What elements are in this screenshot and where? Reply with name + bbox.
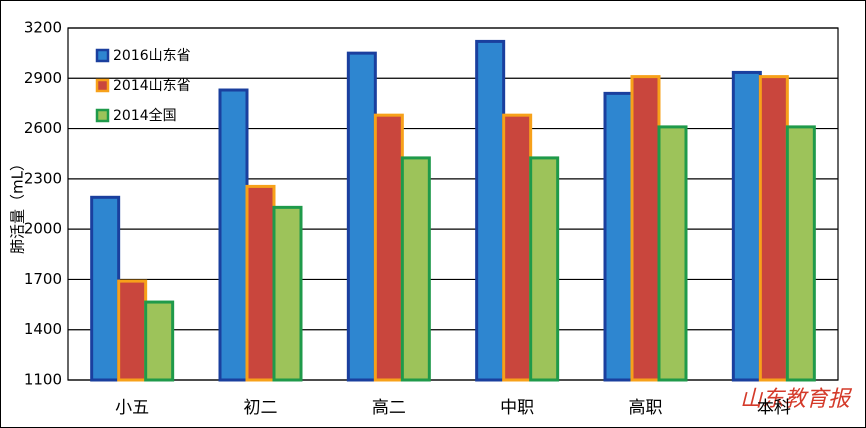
bar [144, 300, 175, 382]
legend-swatch [95, 78, 110, 93]
bar [346, 51, 377, 382]
bar [731, 70, 762, 382]
legend-label: 2016山东省 [113, 48, 191, 64]
x-tick-label: 中职 [500, 398, 534, 418]
bar [272, 205, 303, 382]
bar [758, 75, 789, 382]
legend-label: 2014山东省 [113, 78, 191, 94]
y-axis-label: 肺活量（mL） [9, 156, 27, 254]
bar [529, 156, 560, 382]
bar [117, 279, 148, 382]
legend-swatch [95, 108, 110, 123]
y-tick-label: 2000 [24, 220, 62, 238]
legend-label: 2014全国 [113, 107, 177, 124]
y-tick-label: 3200 [24, 19, 62, 37]
x-tick-label: 本科 [757, 398, 791, 418]
bar [785, 125, 816, 382]
y-tick-label: 2600 [24, 119, 62, 137]
x-tick-label: 高二 [372, 398, 406, 418]
bar [502, 113, 533, 382]
y-tick-label: 2300 [24, 169, 62, 187]
y-tick-label: 1400 [24, 320, 62, 338]
bar [373, 113, 404, 382]
bar [218, 88, 249, 382]
y-tick-label: 2900 [24, 69, 62, 87]
watermark: 山东教育报 [740, 387, 853, 412]
bar [657, 125, 688, 382]
x-tick-label: 小五 [115, 398, 149, 418]
y-tick-label: 1100 [24, 371, 62, 389]
plot-border [67, 27, 839, 381]
y-tick-label: 1700 [24, 270, 62, 288]
bar [475, 39, 506, 382]
legend-swatch [95, 48, 110, 63]
x-tick-label: 高职 [629, 398, 663, 418]
bar [90, 195, 121, 382]
bar [245, 184, 276, 382]
x-tick-label: 初二 [244, 398, 278, 418]
bar [400, 156, 431, 382]
bar [603, 91, 634, 382]
bar [630, 75, 661, 382]
